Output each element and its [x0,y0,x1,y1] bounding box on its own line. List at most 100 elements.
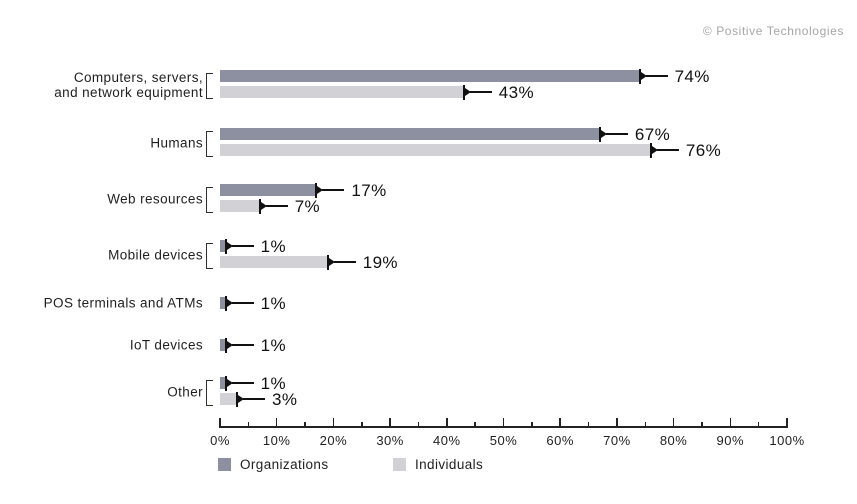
value-label: 1% [260,373,287,393]
marker-leader-line [231,344,254,346]
group-bracket [206,187,213,213]
axis-minor-tick [417,422,420,426]
category-label: Web resources [107,191,203,207]
marker-tick [224,375,227,391]
axis-tick-label: 0% [210,433,230,448]
axis-minor-tick [361,422,363,426]
copyright-text: © Positive Technologies [702,24,844,38]
marker-tick [326,254,329,270]
legend-label: Organizations [240,456,329,472]
axis-minor-tick [304,422,306,426]
group-bracket [206,243,213,269]
marker-leader-line [333,261,356,263]
bar-individuals [220,256,328,268]
marker-tick [649,142,652,158]
bar-individuals [220,200,260,212]
axis-major-tick [219,418,221,426]
marker-tick [462,84,465,100]
bar-organizations [220,184,317,196]
axis-major-tick [559,418,561,426]
axis-tick-label: 20% [319,433,348,448]
marker-leader-line [656,149,679,151]
marker-leader-line [231,302,254,304]
axis-tick-label: 100% [769,433,805,448]
axis-minor-tick [644,422,646,426]
marker-leader-line [265,205,288,207]
value-label: 74% [674,66,710,86]
axis-major-tick [729,418,732,426]
axis-major-tick [275,418,278,426]
category-label: Humans [150,135,203,151]
marker-arrow-icon [260,201,267,210]
axis-minor-tick [587,422,590,426]
marker-tick [638,68,641,84]
legend-item-organizations: Organizations [218,456,329,472]
value-label: 1% [260,236,287,256]
marker-tick [224,238,227,254]
marker-tick [236,391,238,407]
axis-minor-tick [701,422,703,426]
group-bracket [206,73,213,99]
axis-major-tick [389,418,391,426]
axis-minor-tick [531,422,533,426]
marker-tick [224,337,227,353]
marker-arrow-icon [640,71,647,80]
group-bracket [206,380,213,406]
marker-leader-line [645,75,668,77]
marker-tick [315,182,318,198]
category-label: POS terminals and ATMs [43,295,203,311]
axis-major-tick [502,418,505,426]
marker-arrow-icon [226,378,233,387]
marker-arrow-icon [238,394,244,403]
group-bracket [206,131,213,157]
organizations-swatch [218,457,231,471]
legend-label: Individuals [415,456,484,472]
bar-individuals [220,144,651,156]
axis-tick-label: 10% [262,433,291,448]
category-label: Mobile devices [108,247,203,263]
bar-individuals [220,393,237,405]
value-label: 17% [351,180,387,200]
value-label: 3% [272,389,298,409]
marker-arrow-icon [226,241,233,250]
individuals-swatch [393,457,406,471]
marker-leader-line [322,189,345,191]
bar-organizations [220,128,600,140]
marker-leader-line [605,133,628,135]
marker-arrow-icon [328,257,335,266]
marker-leader-line [231,382,254,384]
axis-tick-label: 60% [546,433,574,448]
marker-arrow-icon [600,129,607,138]
axis-tick-label: 50% [489,433,518,448]
value-label: 1% [260,335,287,355]
marker-arrow-icon [317,185,324,194]
marker-arrow-icon [226,298,233,307]
marker-leader-line [231,245,254,247]
bar-organizations [220,297,226,309]
axis-major-tick [672,418,675,426]
category-label: Other [167,384,203,400]
x-axis-line [219,426,788,428]
axis-tick-label: 30% [376,433,404,448]
axis-major-tick [616,418,618,426]
category-label: IoT devices [129,337,203,353]
value-label: 1% [260,293,287,313]
bar-organizations [220,377,226,389]
marker-tick [598,126,601,142]
marker-leader-line [243,398,265,400]
axis-tick-label: 40% [433,433,461,448]
value-label: 19% [362,252,398,272]
axis-tick-label: 70% [603,433,631,448]
axis-tick-label: 90% [716,433,745,448]
marker-leader-line [469,91,492,93]
marker-arrow-icon [226,340,233,349]
axis-major-tick [332,418,335,426]
marker-tick [258,198,261,214]
category-label: Computers, servers, and network equipment [54,70,203,100]
axis-major-tick [446,418,448,426]
axis-major-tick [786,418,788,426]
bar-organizations [220,70,640,82]
bar-organizations [220,240,226,252]
value-label: 67% [634,124,671,144]
